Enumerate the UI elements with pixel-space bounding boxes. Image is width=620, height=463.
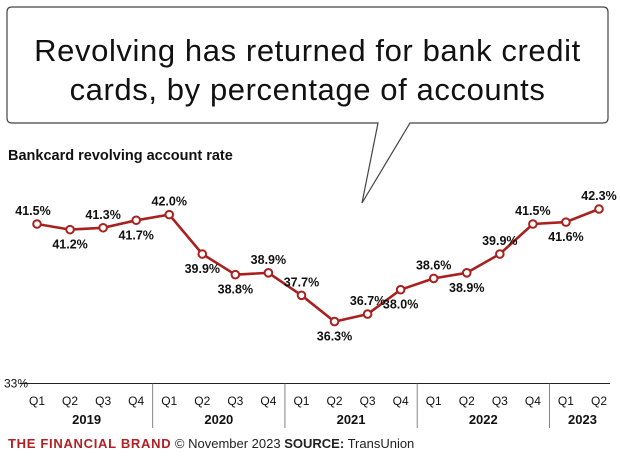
data-label: 41.5% bbox=[15, 204, 50, 218]
footer: THE FINANCIAL BRAND © November 2023 SOUR… bbox=[8, 436, 414, 451]
data-label: 42.0% bbox=[152, 195, 187, 209]
year-label: 2022 bbox=[469, 412, 498, 427]
x-tick-label: Q1 bbox=[293, 394, 309, 408]
data-label: 39.9% bbox=[482, 234, 517, 248]
x-tick-label: Q2 bbox=[459, 394, 475, 408]
data-label: 38.8% bbox=[218, 283, 253, 297]
data-label: 41.7% bbox=[118, 228, 153, 242]
data-label: 38.9% bbox=[251, 253, 286, 267]
x-tick-label: Q3 bbox=[227, 394, 243, 408]
brand-name: THE FINANCIAL BRAND bbox=[8, 436, 172, 451]
data-point bbox=[230, 269, 241, 280]
data-label: 36.3% bbox=[317, 330, 352, 344]
x-tick-label: Q4 bbox=[260, 394, 276, 408]
x-tick-label: Q1 bbox=[558, 394, 574, 408]
data-point bbox=[32, 219, 42, 229]
x-tick-label: Q1 bbox=[29, 394, 45, 408]
data-point bbox=[461, 267, 472, 278]
data-point bbox=[65, 224, 75, 235]
data-point bbox=[329, 316, 340, 327]
source-label: SOURCE: bbox=[284, 436, 345, 451]
data-point bbox=[528, 219, 538, 229]
data-label: 41.3% bbox=[85, 208, 120, 222]
x-tick-label: Q3 bbox=[360, 394, 376, 408]
chart-title: Bankcard revolving account rate bbox=[8, 148, 233, 164]
x-tick-label: Q2 bbox=[591, 394, 607, 408]
data-point bbox=[164, 209, 175, 220]
year-label: 2020 bbox=[204, 412, 233, 427]
x-tick-label: Q3 bbox=[492, 394, 508, 408]
x-tick-label: Q1 bbox=[426, 394, 442, 408]
data-label: 37.7% bbox=[284, 275, 319, 289]
data-label: 38.6% bbox=[416, 258, 451, 272]
x-tick-label: Q3 bbox=[95, 394, 111, 408]
headline: Revolving has returned for bank credit c… bbox=[34, 33, 581, 107]
year-label: 2023 bbox=[568, 412, 597, 427]
year-label: 2019 bbox=[72, 412, 101, 427]
x-tick-label: Q4 bbox=[525, 394, 541, 408]
x-tick-label: Q4 bbox=[128, 394, 144, 408]
data-point bbox=[594, 204, 604, 214]
x-tick-label: Q2 bbox=[194, 394, 210, 408]
data-label: 38.9% bbox=[449, 281, 484, 295]
source-name: TransUnion bbox=[347, 436, 415, 451]
data-point bbox=[98, 222, 108, 233]
y-tick-label: 33% bbox=[4, 377, 28, 391]
data-label: 42.3% bbox=[581, 189, 616, 203]
x-tick-label: Q2 bbox=[327, 394, 343, 408]
axes: 33%Q1 Q2 Q3 Q4 Q1 Q2 Q3 Q4 Q1 Q2 Q3 Q4 Q1 Q2 Q3 Q4 Q1 Q22… bbox=[4, 377, 610, 428]
data-label: 41.5% bbox=[515, 204, 550, 218]
data-point bbox=[395, 284, 406, 295]
speech-bubble bbox=[6, 6, 609, 204]
series-group bbox=[32, 204, 604, 327]
data-point bbox=[263, 267, 274, 278]
data-label: 38.0% bbox=[383, 298, 418, 312]
data-point bbox=[296, 290, 307, 301]
footer-date: © November 2023 bbox=[174, 436, 281, 451]
x-tick-label: Q2 bbox=[62, 394, 78, 408]
x-tick-label: Q4 bbox=[393, 394, 409, 408]
series-line bbox=[36, 207, 600, 323]
data-label: 41.6% bbox=[548, 230, 583, 244]
data-point bbox=[495, 249, 505, 259]
data-label: 39.9% bbox=[185, 262, 220, 276]
data-point bbox=[428, 273, 439, 284]
data-labels: 41.5% 41.2% 41.3% 41.7% 42.0% 39.9% 38.8% 38.9%… bbox=[15, 189, 616, 344]
data-point bbox=[362, 309, 373, 319]
data-point bbox=[197, 249, 208, 259]
data-label: 36.7% bbox=[350, 294, 385, 308]
data-point bbox=[561, 217, 571, 227]
year-label: 2021 bbox=[337, 412, 366, 427]
data-label: 41.2% bbox=[52, 238, 87, 252]
data-point bbox=[131, 215, 141, 226]
x-tick-label: Q1 bbox=[161, 394, 177, 408]
